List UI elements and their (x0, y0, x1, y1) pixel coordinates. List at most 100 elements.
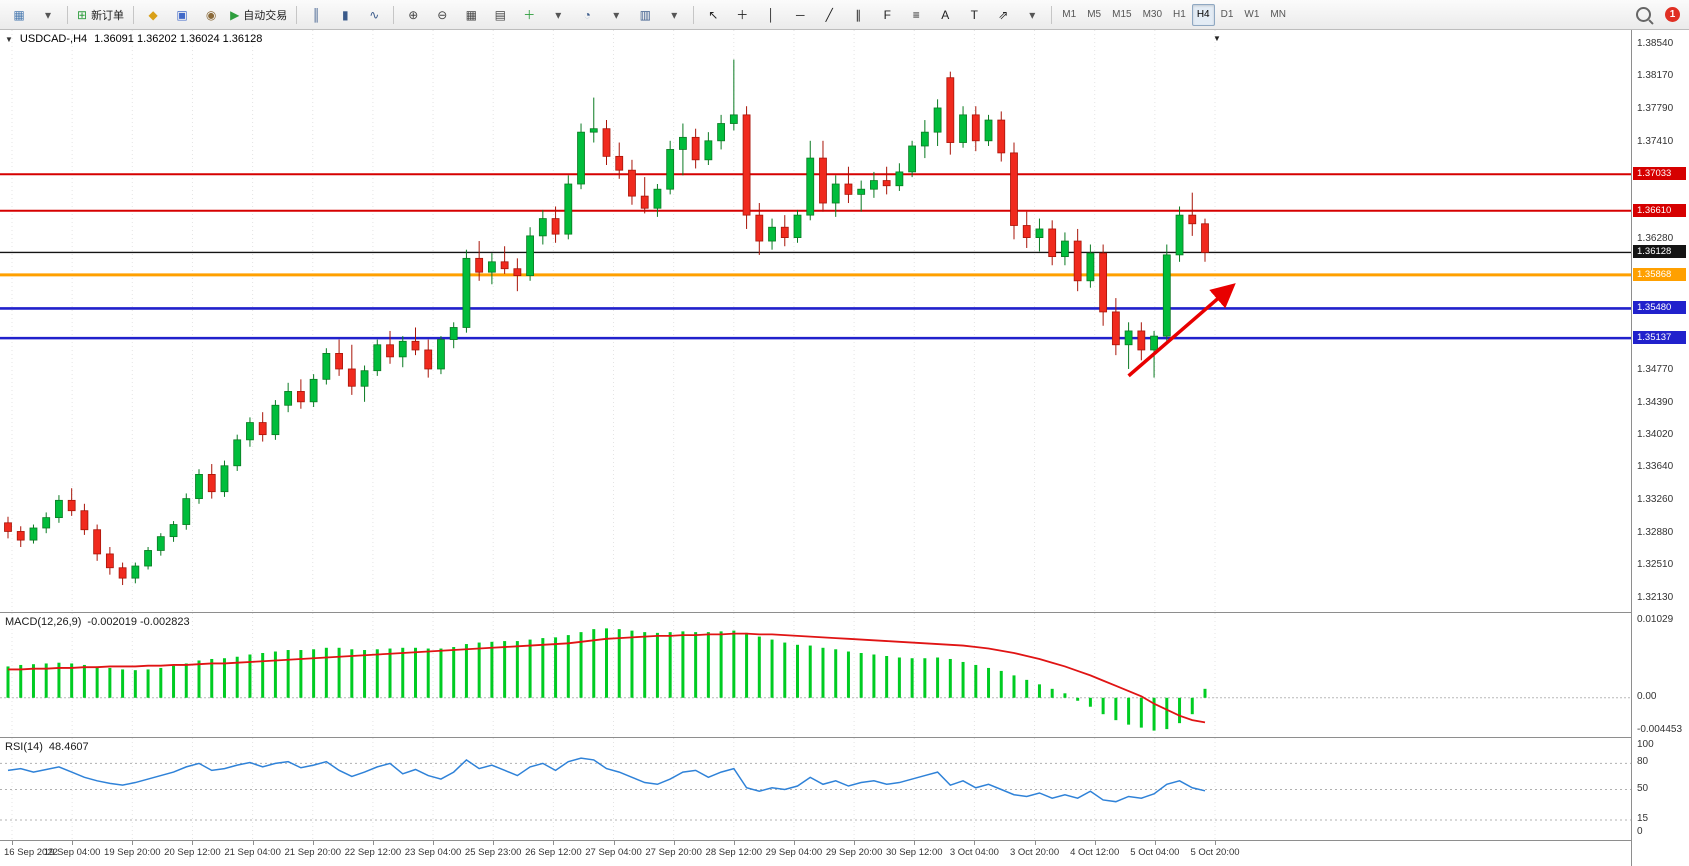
crosshair-button[interactable]: ＋ (728, 3, 756, 27)
zoom-in-button[interactable]: ⊕ (399, 3, 427, 27)
toolbar-right: 1 (1629, 3, 1680, 27)
alerts-button[interactable]: ◆ (139, 3, 167, 27)
auto-trading-button[interactable]: ▶ 自动交易 (226, 3, 291, 27)
time-tick (613, 841, 615, 845)
templates-dropdown-button[interactable]: ▾ (660, 3, 688, 27)
arrow-tools-button[interactable]: ⇗ (989, 3, 1017, 27)
text-button[interactable]: A (931, 3, 959, 27)
chart-shift-marker[interactable]: ▼ (1213, 34, 1221, 43)
time-axis-label: 29 Sep 20:00 (825, 847, 883, 858)
rsi-scale-label: 15 (1637, 812, 1649, 824)
macd-panel[interactable]: MACD(12,26,9) -0.002019 -0.002823 (0, 612, 1632, 738)
time-axis-label: 30 Sep 12:00 (885, 847, 943, 858)
line-view-button[interactable]: ∿ (360, 3, 388, 27)
time-axis-label: 27 Sep 04:00 (585, 847, 642, 858)
price-level-badge: 1.37033 (1633, 167, 1686, 181)
search-icon (1635, 7, 1651, 22)
time-axis-label: 4 Oct 12:00 (1070, 847, 1120, 858)
templates-icon: ▥ (639, 7, 651, 22)
search-button[interactable] (1629, 3, 1657, 27)
time-tick (1034, 841, 1036, 845)
rsi-canvas[interactable] (0, 738, 1632, 841)
tile-windows-button[interactable]: ▦ (457, 3, 485, 27)
new-order-button[interactable]: ⊞ 新订单 (73, 3, 128, 27)
bars-view-button[interactable]: ║ (302, 3, 330, 27)
macd-signal-line (8, 632, 1206, 724)
timeframe-mn[interactable]: MN (1270, 9, 1286, 20)
channel-button[interactable]: ∥ (844, 3, 872, 27)
time-axis-label: 27 Sep 20:00 (645, 847, 702, 858)
time-axis-label: 3 Oct 20:00 (1009, 847, 1060, 858)
indicators-dropdown-icon: ▾ (555, 7, 562, 22)
time-axis-label: 29 Sep 04:00 (765, 847, 823, 858)
one-click-trading-toggle-icon[interactable]: ▼ (5, 34, 13, 44)
notification-badge[interactable]: 1 (1665, 7, 1680, 22)
main-chart-panel[interactable]: ▼ ▼ USDCAD-,H4 1.36091 1.36202 1.36024 1… (0, 30, 1632, 612)
zoom-in-icon: ⊕ (408, 7, 419, 22)
toolbar-separator (67, 5, 68, 24)
text-label-button[interactable]: T (960, 3, 988, 27)
price-chart-canvas[interactable]: ▼ (0, 30, 1632, 612)
mailbox-button[interactable]: ▣ (168, 3, 196, 27)
trend-arrow-annotation[interactable] (1127, 283, 1236, 378)
macd-canvas[interactable] (0, 613, 1632, 738)
auto-trading-label: 自动交易 (243, 9, 288, 22)
price-axis-label: 1.38540 (1637, 38, 1674, 49)
time-tick (673, 841, 675, 845)
price-axis[interactable]: 1.38540 1.38170 1.37790 1.37410 1.36280 1.347… (1631, 30, 1689, 866)
vertical-line-button[interactable]: │ (757, 3, 785, 27)
price-level-badge: 1.36610 (1633, 203, 1686, 217)
indicators-button[interactable]: ＋ (515, 3, 543, 27)
time-tick (553, 841, 555, 845)
timeframe-m15[interactable]: M15 (1112, 9, 1132, 20)
time-tick (854, 841, 856, 845)
price-axis-label: 1.34020 (1637, 428, 1674, 440)
timeframe-h1[interactable]: H1 (1173, 9, 1186, 20)
fibonacci-button[interactable]: F (873, 3, 901, 27)
channel-icon: ∥ (855, 7, 862, 22)
chart-window: ▼ ▼ USDCAD-,H4 1.36091 1.36202 1.36024 1… (0, 30, 1689, 866)
horizontal-line-button[interactable]: ─ (786, 3, 814, 27)
rsi-panel[interactable]: RSI(14) 48.4607 (0, 737, 1632, 841)
timeframe-m1[interactable]: M1 (1062, 9, 1077, 20)
toolbar-separator (393, 5, 395, 24)
community-button[interactable]: ◉ (197, 3, 225, 27)
arrange-windows-button[interactable]: ▤ (486, 3, 514, 27)
templates-dropdown-icon: ▾ (671, 7, 678, 22)
time-axis-label: 28 Sep 12:00 (705, 847, 763, 858)
templates-button[interactable]: ▥ (631, 3, 659, 27)
text-label-icon: T (970, 7, 978, 22)
candles-view-button[interactable]: ▮ (331, 3, 359, 27)
rsi-title: RSI(14) 48.4607 (5, 741, 89, 753)
arrow-tools-dropdown-icon: ▾ (1029, 7, 1036, 22)
chart-symbol: USDCAD-,H4 (19, 33, 88, 45)
shapes-button[interactable]: ≡ (902, 3, 930, 27)
timeframe-m5[interactable]: M5 (1087, 9, 1102, 20)
time-tick (433, 841, 435, 845)
timeframe-w1[interactable]: W1 (1244, 9, 1260, 20)
rsi-scale-label: 100 (1637, 739, 1654, 750)
vertical-line-icon: │ (767, 7, 776, 22)
price-axis-label: 1.34390 (1637, 396, 1674, 408)
price-axis-label: 1.32880 (1637, 527, 1674, 539)
indicators-dropdown-button[interactable]: ▾ (544, 3, 572, 27)
rsi-scale-label: 0 (1637, 826, 1643, 837)
new-chart-button[interactable]: ▦ (5, 3, 33, 27)
zoom-out-button[interactable]: ⊖ (428, 3, 456, 27)
profiles-dropdown-button[interactable]: ▾ (34, 3, 62, 27)
periods-dropdown-button[interactable]: ▾ (602, 3, 630, 27)
macd-histogram (6, 628, 1207, 731)
periods-button[interactable]: ◔ (573, 3, 601, 27)
arrow-tools-dropdown-button[interactable]: ▾ (1018, 3, 1046, 27)
cursor-button[interactable]: ↖ (699, 3, 727, 27)
timeframe-d1[interactable]: D1 (1220, 9, 1234, 20)
trendline-button[interactable]: ╱ (815, 3, 843, 27)
time-axis-label: 21 Sep 04:00 (224, 847, 281, 858)
cursor-icon: ↖ (708, 7, 719, 22)
horizontal-levels[interactable] (0, 173, 1632, 340)
time-axis[interactable]: 16 Sep 2022 19 Sep 04:00 19 Sep 20:00 20 Se… (0, 840, 1632, 866)
timeframe-m30[interactable]: M30 (1142, 9, 1163, 20)
periods-icon: ◔ (583, 7, 591, 22)
time-tick (132, 841, 134, 845)
timeframe-h4[interactable]: H4 (1191, 3, 1215, 26)
